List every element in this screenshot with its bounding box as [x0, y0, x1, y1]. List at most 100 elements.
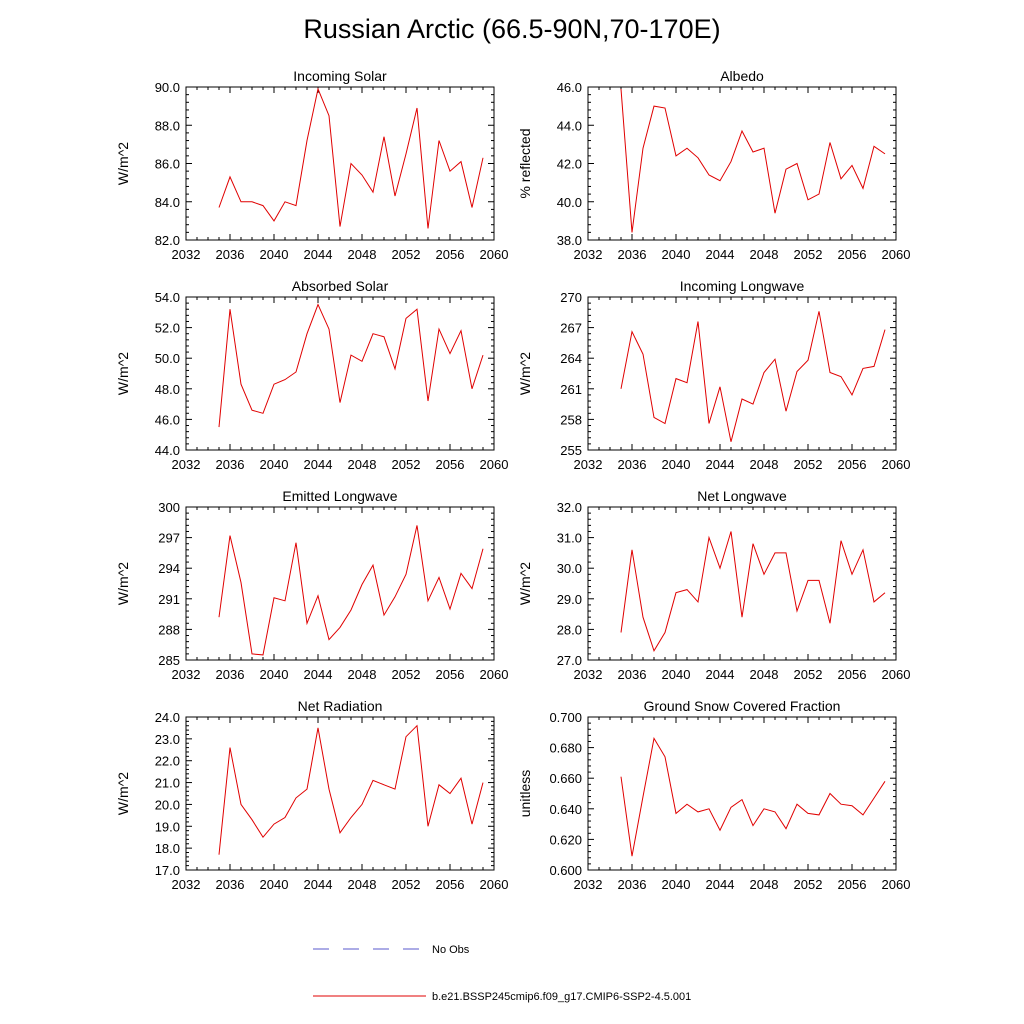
x-tick-label: 2056 — [838, 457, 867, 472]
y-axis-label: W/m^2 — [517, 352, 533, 395]
x-tick-label: 2056 — [436, 247, 465, 262]
x-tick-label: 2032 — [172, 667, 201, 682]
panel-7: Ground Snow Covered Fraction unitless 2032… — [517, 698, 910, 892]
x-tick-label: 2060 — [480, 457, 509, 472]
series-line — [218, 303, 484, 428]
x-tick-label: 2036 — [216, 667, 245, 682]
x-tick-label: 2044 — [304, 877, 333, 892]
y-tick-label: 22.0 — [155, 754, 180, 769]
panel-2: Absorbed Solar W/m^2 2032 2036 2040 2044 2048 2… — [115, 278, 508, 472]
y-tick-label: 0.680 — [549, 741, 582, 756]
y-tick-label: 21.0 — [155, 776, 180, 791]
y-tick-label: 24.0 — [155, 710, 180, 725]
panel-1: Albedo % reflected 2032 2036 2040 2044 2048 205… — [517, 68, 910, 262]
x-tick-label: 2060 — [480, 667, 509, 682]
series-line — [218, 724, 484, 855]
x-tick-label: 2052 — [794, 247, 823, 262]
y-axis-label: % reflected — [517, 128, 533, 198]
x-tick-label: 2048 — [750, 247, 779, 262]
y-tick-label: 261 — [560, 382, 582, 397]
x-tick-label: 2036 — [216, 457, 245, 472]
x-tick-label: 2056 — [838, 247, 867, 262]
x-tick-label: 2048 — [750, 877, 779, 892]
x-tick-label: 2032 — [172, 247, 201, 262]
legend-label-0: No Obs — [432, 944, 470, 956]
panel-0: Incoming Solar W/m^2 2032 2036 2040 2044 2048 2… — [115, 68, 508, 262]
y-tick-label: 54.0 — [155, 290, 180, 305]
y-tick-label: 86.0 — [155, 157, 180, 172]
panel-title: Incoming Longwave — [680, 278, 805, 294]
panel-title: Absorbed Solar — [292, 278, 389, 294]
x-tick-label: 2032 — [172, 877, 201, 892]
panel-title: Albedo — [720, 68, 764, 84]
x-tick-label: 2044 — [304, 247, 333, 262]
x-tick-label: 2048 — [348, 457, 377, 472]
x-tick-label: 2052 — [794, 667, 823, 682]
y-tick-label: 38.0 — [557, 233, 582, 248]
x-tick-label: 2044 — [706, 247, 735, 262]
panel-title: Net Radiation — [298, 698, 383, 714]
x-tick-label: 2044 — [706, 877, 735, 892]
y-tick-label: 255 — [560, 443, 582, 458]
x-tick-label: 2040 — [260, 877, 289, 892]
panel-title: Net Longwave — [697, 488, 787, 504]
panel-4: Emitted Longwave W/m^2 2032 2036 2040 2044 204… — [115, 488, 508, 682]
y-tick-label: 27.0 — [557, 653, 582, 668]
y-tick-label: 20.0 — [155, 797, 180, 812]
series-line — [620, 88, 886, 233]
y-axis-label: unitless — [517, 770, 533, 817]
x-tick-label: 2036 — [618, 247, 647, 262]
panel-5: Net Longwave W/m^2 2032 2036 2040 2044 2048 205… — [517, 488, 910, 682]
plot-frame — [185, 86, 495, 241]
y-tick-label: 297 — [158, 531, 180, 546]
y-tick-label: 267 — [560, 321, 582, 336]
y-tick-label: 0.640 — [549, 802, 582, 817]
x-tick-label: 2044 — [706, 667, 735, 682]
y-tick-label: 291 — [158, 592, 180, 607]
y-tick-label: 44.0 — [155, 443, 180, 458]
x-tick-label: 2060 — [882, 667, 911, 682]
y-tick-label: 294 — [158, 561, 180, 576]
y-tick-label: 42.0 — [557, 157, 582, 172]
y-tick-label: 17.0 — [155, 863, 180, 878]
x-tick-label: 2032 — [574, 457, 603, 472]
y-tick-label: 46.0 — [155, 412, 180, 427]
y-tick-label: 90.0 — [155, 80, 180, 95]
y-tick-label: 50.0 — [155, 351, 180, 366]
x-tick-label: 2036 — [618, 877, 647, 892]
x-tick-label: 2056 — [838, 667, 867, 682]
x-tick-label: 2032 — [574, 667, 603, 682]
x-tick-label: 2060 — [882, 877, 911, 892]
x-tick-label: 2048 — [750, 667, 779, 682]
x-tick-label: 2052 — [794, 457, 823, 472]
y-tick-label: 28.0 — [557, 622, 582, 637]
plot-frame — [185, 506, 495, 661]
y-tick-label: 264 — [560, 351, 582, 366]
panel-title: Ground Snow Covered Fraction — [644, 698, 841, 714]
x-tick-label: 2040 — [662, 457, 691, 472]
y-tick-label: 44.0 — [557, 118, 582, 133]
y-tick-label: 285 — [158, 653, 180, 668]
y-tick-label: 0.620 — [549, 832, 582, 847]
x-tick-label: 2040 — [260, 457, 289, 472]
y-tick-label: 31.0 — [557, 531, 582, 546]
y-tick-label: 270 — [560, 290, 582, 305]
y-tick-label: 48.0 — [155, 382, 180, 397]
x-tick-label: 2040 — [260, 667, 289, 682]
series-line — [620, 737, 886, 857]
x-tick-label: 2060 — [882, 247, 911, 262]
x-tick-label: 2048 — [348, 877, 377, 892]
plot-frame — [587, 506, 897, 661]
x-tick-label: 2056 — [436, 877, 465, 892]
x-tick-label: 2052 — [392, 457, 421, 472]
x-tick-label: 2048 — [750, 457, 779, 472]
series-line — [620, 311, 886, 442]
plot-frame — [587, 296, 897, 451]
series-line — [218, 525, 484, 656]
y-tick-label: 88.0 — [155, 118, 180, 133]
x-tick-label: 2032 — [172, 457, 201, 472]
series-line — [218, 87, 484, 229]
page-title: Russian Arctic (66.5-90N,70-170E) — [303, 14, 721, 44]
x-tick-label: 2048 — [348, 667, 377, 682]
